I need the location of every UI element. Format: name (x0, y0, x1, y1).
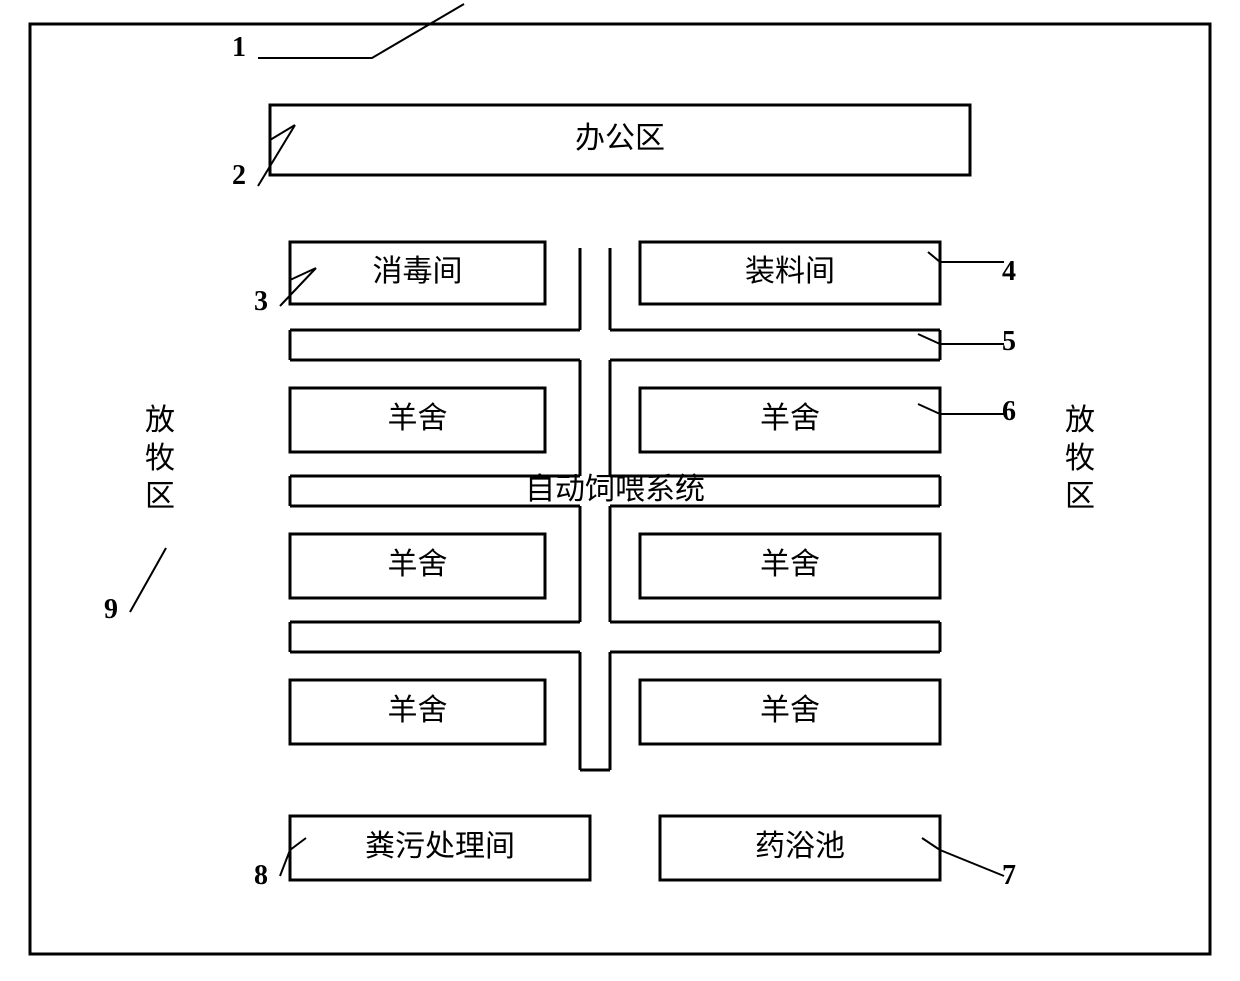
callout-num-c1: 1 (232, 32, 246, 63)
corridor-v-fill (580, 248, 610, 770)
callout-num-c7: 7 (1002, 860, 1016, 891)
label-sheep_2r: 羊舍 (760, 548, 820, 581)
label-office: 办公区 (575, 122, 665, 155)
label-sheep_2l: 羊舍 (388, 548, 448, 581)
corridor-h-fill (290, 330, 940, 360)
grazing-right-ch2: 区 (1065, 480, 1095, 513)
grazing-left-ch2: 区 (145, 480, 175, 513)
callout-num-c2: 2 (232, 160, 246, 191)
callout-num-c6: 6 (1002, 396, 1016, 427)
callout-num-c4: 4 (1002, 256, 1016, 287)
label-manure: 粪污处理间 (365, 830, 515, 863)
label-bath: 药浴池 (755, 830, 845, 863)
grazing-right-ch1: 牧 (1065, 442, 1095, 475)
grazing-right-ch0: 放 (1065, 404, 1095, 437)
corridor-h-fill (290, 622, 940, 652)
label-sheep_1l: 羊舍 (388, 402, 448, 435)
grazing-left-ch1: 牧 (145, 442, 175, 475)
label-disinfect: 消毒间 (373, 255, 463, 288)
callout-num-c5: 5 (1002, 326, 1016, 357)
label-sheep_3r: 羊舍 (760, 694, 820, 727)
grazing-left-ch0: 放 (145, 404, 175, 437)
label-sheep_3l: 羊舍 (388, 694, 448, 727)
callout-num-c9: 9 (104, 594, 118, 625)
label-loading: 装料间 (745, 255, 835, 288)
feeding-system-label: 自动饲喂系统 (525, 473, 705, 506)
callout-num-c8: 8 (254, 860, 268, 891)
callout-num-c3: 3 (254, 286, 268, 317)
label-sheep_1r: 羊舍 (760, 402, 820, 435)
